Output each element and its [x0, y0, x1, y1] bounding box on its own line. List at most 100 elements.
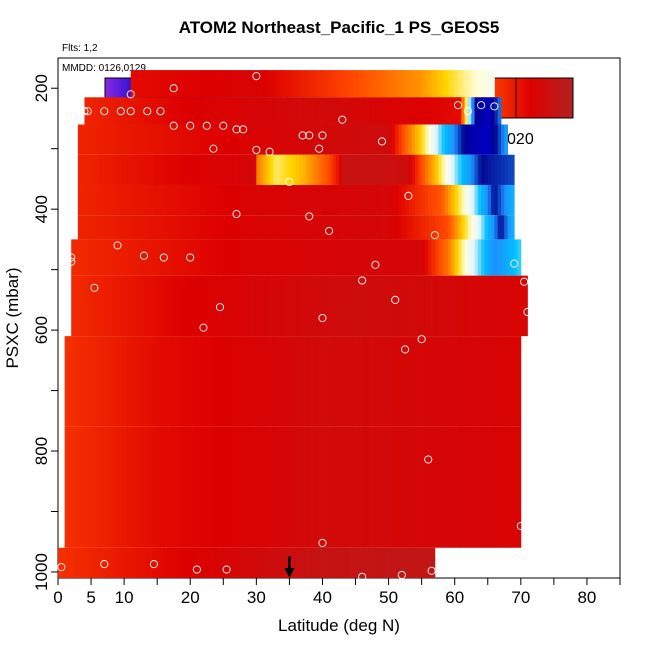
heatmap-cell [180, 336, 185, 427]
heatmap-cell [395, 336, 399, 427]
heatmap-cell [375, 124, 380, 155]
heatmap-cell [262, 97, 267, 125]
heatmap-cell [411, 239, 416, 276]
heatmap-cell [216, 124, 221, 155]
heatmap-cell [494, 239, 499, 276]
heatmap-cell [170, 426, 175, 548]
data-point [252, 72, 261, 81]
heatmap-cell [147, 275, 151, 337]
heatmap-cell [444, 215, 449, 240]
heatmap-cell [130, 547, 135, 578]
heatmap-cell [339, 154, 343, 185]
heatmap-cell [286, 184, 290, 216]
heatmap-cell [167, 154, 171, 185]
heatmap-cell [458, 97, 462, 125]
heatmap-cell [312, 336, 317, 427]
heatmap-cell [77, 154, 82, 185]
heatmap-cell [510, 215, 515, 240]
heatmap-cell [279, 215, 284, 240]
heatmap-cell [362, 154, 366, 185]
heatmap-cell [147, 426, 151, 548]
heatmap-cell [114, 426, 118, 548]
x-tick-label: 20 [181, 588, 200, 607]
heatmap-cell [246, 426, 251, 548]
heatmap-cell [229, 239, 234, 276]
heatmap-cell [134, 215, 138, 240]
heatmap-cell [497, 154, 502, 185]
heatmap-cell [315, 426, 320, 548]
heatmap-cell [219, 97, 224, 125]
heatmap-cell [243, 239, 247, 276]
heatmap-cell [332, 184, 337, 216]
heatmap-cell [464, 239, 469, 276]
heatmap-cell [504, 336, 508, 427]
heatmap-cell [124, 184, 128, 216]
heatmap-cell [180, 275, 185, 337]
heatmap-cell [186, 124, 191, 155]
heatmap-cell [163, 154, 168, 185]
heatmap-cell [117, 239, 122, 276]
heatmap-cell [71, 239, 75, 276]
heatmap-cell [335, 124, 340, 155]
heatmap-cell [494, 215, 499, 240]
heatmap-cell [441, 70, 446, 98]
data-point [100, 560, 109, 569]
heatmap-cell [180, 154, 185, 185]
heatmap-cell [134, 336, 138, 427]
heatmap-cell [296, 275, 300, 337]
heatmap-cell [193, 239, 198, 276]
heatmap-cell [421, 336, 426, 427]
heatmap-cell [358, 154, 363, 185]
heatmap-cell [375, 215, 380, 240]
heatmap-cell [428, 70, 432, 98]
heatmap-cell [355, 215, 360, 240]
heatmap-cell [467, 336, 472, 427]
heatmap-cell [355, 547, 360, 578]
heatmap-cell [315, 154, 320, 185]
heatmap-cell [140, 124, 145, 155]
heatmap-cell [424, 426, 429, 548]
heatmap-cell [332, 239, 337, 276]
heatmap-cell [477, 70, 482, 98]
x-tick-label: 70 [511, 588, 530, 607]
heatmap-cell [372, 215, 376, 240]
heatmap-cell [137, 215, 142, 240]
heatmap-cell [289, 547, 294, 578]
data-point [67, 253, 76, 262]
heatmap-cell [302, 124, 307, 155]
heatmap-cell [186, 70, 191, 98]
heatmap-cell [276, 239, 280, 276]
heatmap-cell [236, 154, 241, 185]
data-point [285, 177, 294, 187]
heatmap-cell [395, 215, 399, 240]
heatmap-cell [233, 426, 237, 548]
heatmap-cell [243, 275, 247, 337]
x-tick-label: 40 [313, 588, 332, 607]
heatmap-cell [233, 124, 237, 155]
heatmap-cell [408, 547, 413, 578]
heatmap-cell [517, 426, 522, 548]
heatmap-cell [444, 184, 449, 216]
heatmap-cell [124, 97, 128, 125]
heatmap-cell [421, 184, 426, 216]
heatmap-cell [71, 426, 75, 548]
heatmap-cell [147, 547, 151, 578]
heatmap-cell [352, 154, 356, 185]
heatmap-cell [289, 70, 294, 98]
data-point [315, 144, 324, 153]
heatmap-cell [239, 426, 244, 548]
heatmap-cell [319, 124, 323, 155]
heatmap-cell [438, 97, 442, 125]
heatmap-cell [454, 275, 459, 337]
heatmap-cell [160, 275, 165, 337]
heatmap-cell [474, 184, 479, 216]
heatmap-cell [107, 426, 112, 548]
heatmap-cell [345, 70, 350, 98]
heatmap-cell [272, 154, 277, 185]
heatmap-cell [418, 124, 423, 155]
heatmap-cell [362, 239, 366, 276]
heatmap-cell [418, 547, 423, 578]
heatmap-cell [500, 215, 505, 240]
heatmap-cell [193, 426, 198, 548]
heatmap-cell [143, 215, 148, 240]
